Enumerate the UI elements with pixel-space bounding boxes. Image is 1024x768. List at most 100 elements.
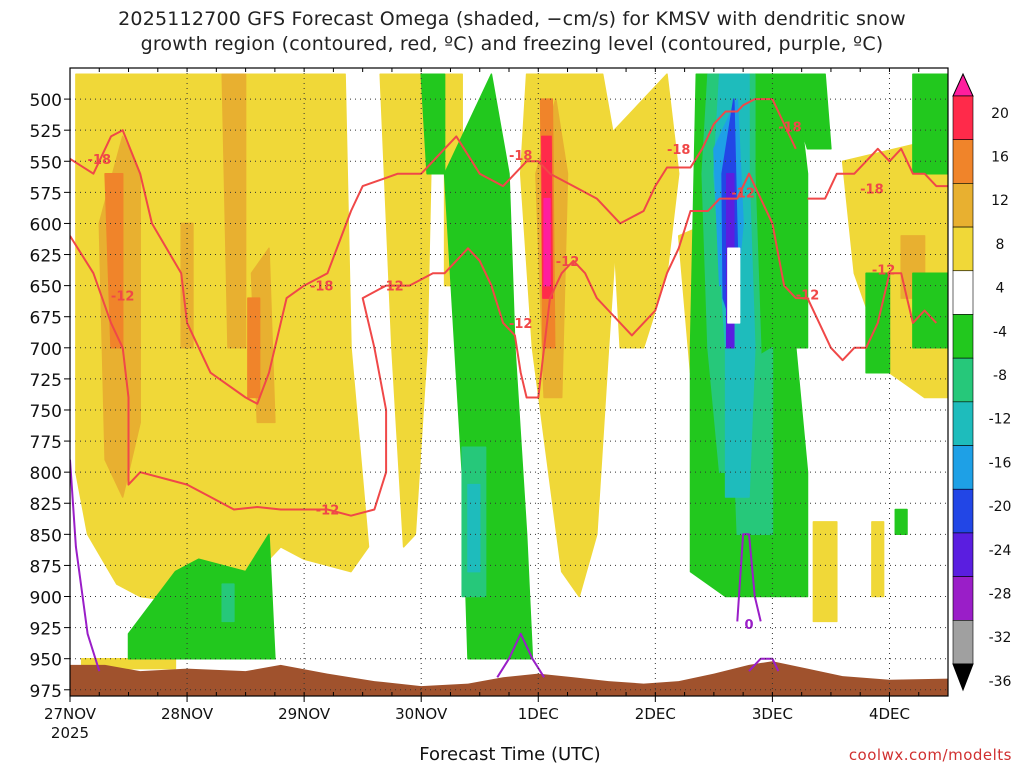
omega-region-1: [256, 73, 370, 573]
contour-label-2: -18: [310, 280, 334, 295]
contour-label-4: -12: [316, 503, 340, 518]
y-tick-label-3: 575: [30, 184, 62, 204]
colorbar-label-12: -32: [989, 630, 1012, 646]
colorbar-swatch-5: [952, 314, 974, 359]
x-tick-label-3: 30NOV: [395, 705, 448, 723]
omega-region-31: [912, 272, 948, 349]
y-tick-label-15: 875: [30, 557, 62, 577]
contour-label-8: -18: [667, 143, 691, 158]
contour-label-7: -12: [509, 317, 533, 332]
contour-label-10: -18: [778, 120, 802, 135]
y-tick-label-2: 550: [30, 153, 62, 173]
y-tick-label-5: 625: [30, 247, 62, 267]
x-tick-label-6: 3DEC: [752, 705, 793, 723]
colorbar-label-1: 16: [991, 150, 1009, 166]
colorbar-label-7: -12: [989, 412, 1012, 428]
colorbar-swatch-1: [952, 139, 974, 184]
y-tick-label-17: 925: [30, 620, 62, 640]
dgz-contour-0: [70, 98, 797, 405]
dgz-contour-1: [70, 172, 938, 517]
contours: -18 -12 -18 -12 -12 -18 -12 -12 -18 -12 -18 -12 -18 -…: [70, 98, 948, 678]
freezing-contour-2: [736, 533, 762, 622]
colorbar-top-arrow: [952, 72, 974, 97]
colorbar-swatch-4: [952, 270, 974, 315]
colorbar-swatch-11: [952, 576, 974, 621]
contour-label-12: -18: [860, 183, 884, 198]
colorbar-label-9: -20: [989, 499, 1012, 515]
omega-region-18: [247, 297, 261, 399]
terrain: [70, 661, 948, 696]
colorbar-swatch-2: [952, 183, 974, 228]
colorbar-label-2: 12: [991, 193, 1009, 209]
omega-region-21: [543, 197, 551, 287]
colorbar-bottom-arrow: [952, 663, 974, 692]
y-tick-label-7: 675: [30, 309, 62, 329]
chart-title-line1: 2025112700 GFS Forecast Omega (shaded, −…: [118, 8, 906, 30]
contour-label-1: -12: [111, 290, 135, 305]
omega-region-4: [519, 73, 621, 598]
colorbar-label-11: -28: [989, 586, 1012, 602]
contour-label-14: 0: [744, 618, 753, 633]
contour-label-9: -12: [731, 186, 755, 201]
omega-region-42: [727, 247, 741, 324]
axes: 500 525 550 575 600 625 650 675 700 725 750 775 800 8…: [30, 67, 949, 742]
x-year-label: 2025: [51, 724, 89, 742]
freezing-contour-1: [496, 632, 545, 678]
y-tick-label-4: 600: [30, 215, 62, 235]
freezing-contour-3: [748, 657, 780, 672]
credit-text: coolwx.com/modelts: [848, 746, 1012, 764]
y-tick-label-10: 750: [30, 402, 62, 422]
x-tick-label-1: 28NOV: [161, 705, 214, 723]
contour-label-13: -12: [872, 263, 896, 278]
plot-frame: [69, 67, 949, 697]
colorbar-label-10: -24: [989, 543, 1012, 559]
chart-title-line2: growth region (contoured, red, ºC) and f…: [140, 33, 884, 55]
omega-shading: [70, 73, 948, 696]
omega-region-29: [912, 73, 948, 175]
colorbar-swatch-0: [952, 95, 974, 140]
y-tick-label-14: 850: [30, 526, 62, 546]
x-tick-label-7: 4DEC: [869, 705, 910, 723]
y-tick-label-9: 725: [30, 371, 62, 391]
y-tick-label-11: 775: [30, 433, 62, 453]
contour-label-11: -12: [796, 288, 820, 303]
omega-region-34: [221, 583, 235, 623]
omega-region-9: [871, 521, 885, 598]
colorbar-label-0: 20: [991, 106, 1009, 122]
colorbar-swatch-7: [952, 401, 974, 446]
colorbar-swatch-9: [952, 488, 974, 534]
omega-region-28: [783, 73, 832, 150]
contour-label-3: -12: [380, 280, 404, 295]
colorbar-swatch-6: [952, 357, 974, 403]
dgz-contour-2: [807, 147, 948, 200]
contour-label-6: -12: [556, 255, 580, 270]
colorbar-swatch-8: [952, 445, 974, 490]
colorbar-label-13: -36: [989, 674, 1012, 690]
contour-label-5: -18: [509, 149, 533, 164]
y-tick-label-6: 650: [30, 278, 62, 298]
colorbar-label-6: -8: [993, 368, 1007, 384]
colorbar: 20 16 12 8 4 -4 -8 -12 -16 -20 -24 -28 -32 -36: [952, 72, 1012, 692]
x-axis-label: Forecast Time (UTC): [419, 744, 601, 765]
x-tick-label-0: 27NOV: [44, 705, 97, 723]
y-tick-label-1: 525: [30, 122, 62, 142]
omega-region-14: [180, 222, 194, 349]
freezing-contour-0: [70, 459, 101, 672]
omega-region-32: [894, 508, 908, 536]
colorbar-label-4: 4: [996, 281, 1005, 297]
colorbar-swatch-12: [952, 620, 974, 665]
y-tick-label-0: 500: [30, 91, 62, 111]
colorbar-label-8: -16: [989, 455, 1012, 471]
omega-region-38: [467, 483, 481, 573]
y-tick-label-18: 950: [30, 651, 62, 671]
colorbar-swatch-3: [952, 226, 974, 272]
colorbar-label-5: -4: [993, 324, 1007, 340]
x-tick-label-4: 1DEC: [518, 705, 559, 723]
omega-region-23: [420, 73, 446, 175]
colorbar-swatch-10: [952, 532, 974, 577]
y-tick-label-19: 975: [30, 682, 62, 702]
y-tick-label-12: 800: [30, 464, 62, 484]
colorbar-label-3: 8: [996, 237, 1005, 253]
y-tick-label-16: 900: [30, 589, 62, 609]
